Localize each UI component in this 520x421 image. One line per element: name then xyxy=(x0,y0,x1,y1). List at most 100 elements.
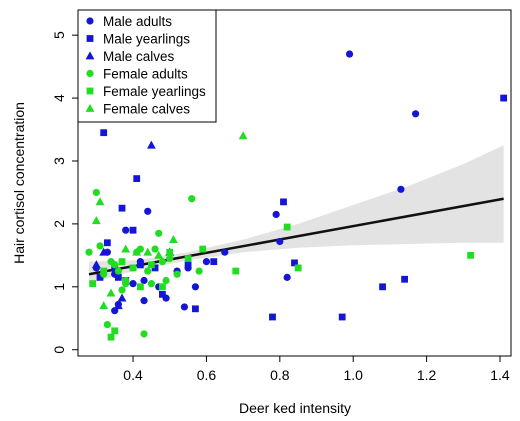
point-female-adults xyxy=(188,195,196,203)
point-female-adults xyxy=(96,242,104,250)
point-female-adults xyxy=(195,267,203,275)
point-female-adults xyxy=(111,261,119,269)
point-female-adults xyxy=(151,245,159,253)
point-male-calves xyxy=(146,140,156,149)
x-tick-label: 1.4 xyxy=(490,367,510,383)
point-female-yearlings xyxy=(283,223,291,231)
point-male-adults xyxy=(129,280,137,288)
point-male-yearlings xyxy=(500,94,508,102)
point-male-yearlings xyxy=(158,290,166,298)
point-female-calves xyxy=(95,197,105,206)
point-male-adults xyxy=(202,258,211,266)
point-female-yearlings xyxy=(467,251,475,259)
y-axis-label: Hair cortisol concentration xyxy=(11,102,27,264)
point-female-calves xyxy=(154,250,164,259)
legend-label: Female adults xyxy=(103,67,188,82)
point-female-adults xyxy=(173,270,181,278)
point-female-calves xyxy=(143,247,153,256)
point-female-yearlings xyxy=(166,248,174,256)
point-female-yearlings xyxy=(184,255,192,262)
point-male-yearlings xyxy=(269,313,276,321)
point-female-adults xyxy=(122,280,130,288)
point-female-yearlings xyxy=(118,258,126,266)
point-female-yearlings xyxy=(147,261,155,269)
legend-marker xyxy=(86,17,94,25)
y-tick-label: 3 xyxy=(51,157,67,165)
point-male-adults xyxy=(122,226,130,234)
point-male-yearlings xyxy=(151,264,159,272)
point-male-yearlings xyxy=(136,261,144,269)
point-male-calves xyxy=(113,301,123,310)
point-male-calves xyxy=(117,293,127,302)
point-female-yearlings xyxy=(158,283,166,291)
point-female-yearlings xyxy=(232,267,240,275)
regression-line xyxy=(88,197,504,276)
y-tick-label: 5 xyxy=(51,31,67,39)
point-male-adults xyxy=(221,248,229,256)
point-male-adults xyxy=(140,276,148,285)
point-female-adults xyxy=(136,245,144,253)
point-female-calves xyxy=(121,244,131,253)
y-tick-label: 0 xyxy=(51,346,67,354)
y-tick-label: 1 xyxy=(51,283,67,291)
point-female-yearlings xyxy=(136,283,144,291)
point-female-adults xyxy=(92,188,100,197)
plot-frame xyxy=(77,9,512,357)
point-female-adults xyxy=(103,320,111,329)
legend-marker xyxy=(85,103,95,112)
point-female-adults xyxy=(85,248,93,256)
point-male-yearlings xyxy=(184,261,192,269)
point-male-adults xyxy=(276,237,284,246)
point-male-yearlings xyxy=(210,258,218,266)
y-tick-label: 2 xyxy=(51,220,67,228)
point-male-adults xyxy=(180,303,189,311)
point-female-yearlings xyxy=(89,280,97,288)
point-male-calves xyxy=(91,260,101,269)
point-female-adults xyxy=(114,267,122,275)
point-female-adults xyxy=(118,286,126,294)
point-male-adults xyxy=(272,210,280,219)
legend-label: Male calves xyxy=(103,49,175,64)
point-female-calves xyxy=(106,288,116,297)
point-male-yearlings xyxy=(100,129,108,137)
point-male-yearlings xyxy=(338,313,346,321)
point-male-yearlings xyxy=(291,259,298,267)
point-male-adults xyxy=(397,185,405,193)
point-female-yearlings xyxy=(294,264,302,272)
legend: Male adults Male yearlings Male calves Fema… xyxy=(77,9,217,123)
point-female-adults xyxy=(158,258,166,266)
point-male-adults xyxy=(345,50,354,58)
y-tick-label: 4 xyxy=(51,94,67,102)
point-female-adults xyxy=(162,276,170,285)
x-tick-label: 0.8 xyxy=(270,367,290,383)
point-male-yearlings xyxy=(379,283,386,291)
x-tick-label: 0.4 xyxy=(123,367,143,383)
point-female-calves xyxy=(169,235,178,244)
legend-marker xyxy=(86,35,94,42)
legend-marker xyxy=(85,51,95,60)
point-male-yearlings xyxy=(114,273,122,281)
point-male-yearlings xyxy=(129,226,137,234)
x-axis-label: Deer ked intensity xyxy=(239,400,351,416)
x-tick-label: 1.2 xyxy=(417,367,437,383)
point-male-yearlings xyxy=(192,305,199,313)
point-male-calves xyxy=(99,247,109,256)
point-female-yearlings xyxy=(100,267,108,275)
point-female-adults xyxy=(155,229,163,237)
point-male-yearlings xyxy=(96,273,104,281)
point-female-adults xyxy=(147,280,155,288)
legend-label: Male adults xyxy=(103,14,172,29)
point-male-adults xyxy=(283,273,291,281)
point-female-calves xyxy=(99,301,109,310)
point-male-adults xyxy=(140,297,148,305)
point-female-adults xyxy=(144,267,152,275)
point-male-yearlings xyxy=(280,198,287,206)
point-male-yearlings xyxy=(401,275,408,283)
point-male-yearlings xyxy=(103,239,111,247)
point-female-yearlings xyxy=(199,245,207,253)
legend-label: Male yearlings xyxy=(103,32,190,47)
point-female-calves xyxy=(132,247,142,256)
legend-marker xyxy=(86,87,94,95)
point-female-yearlings xyxy=(111,327,119,335)
